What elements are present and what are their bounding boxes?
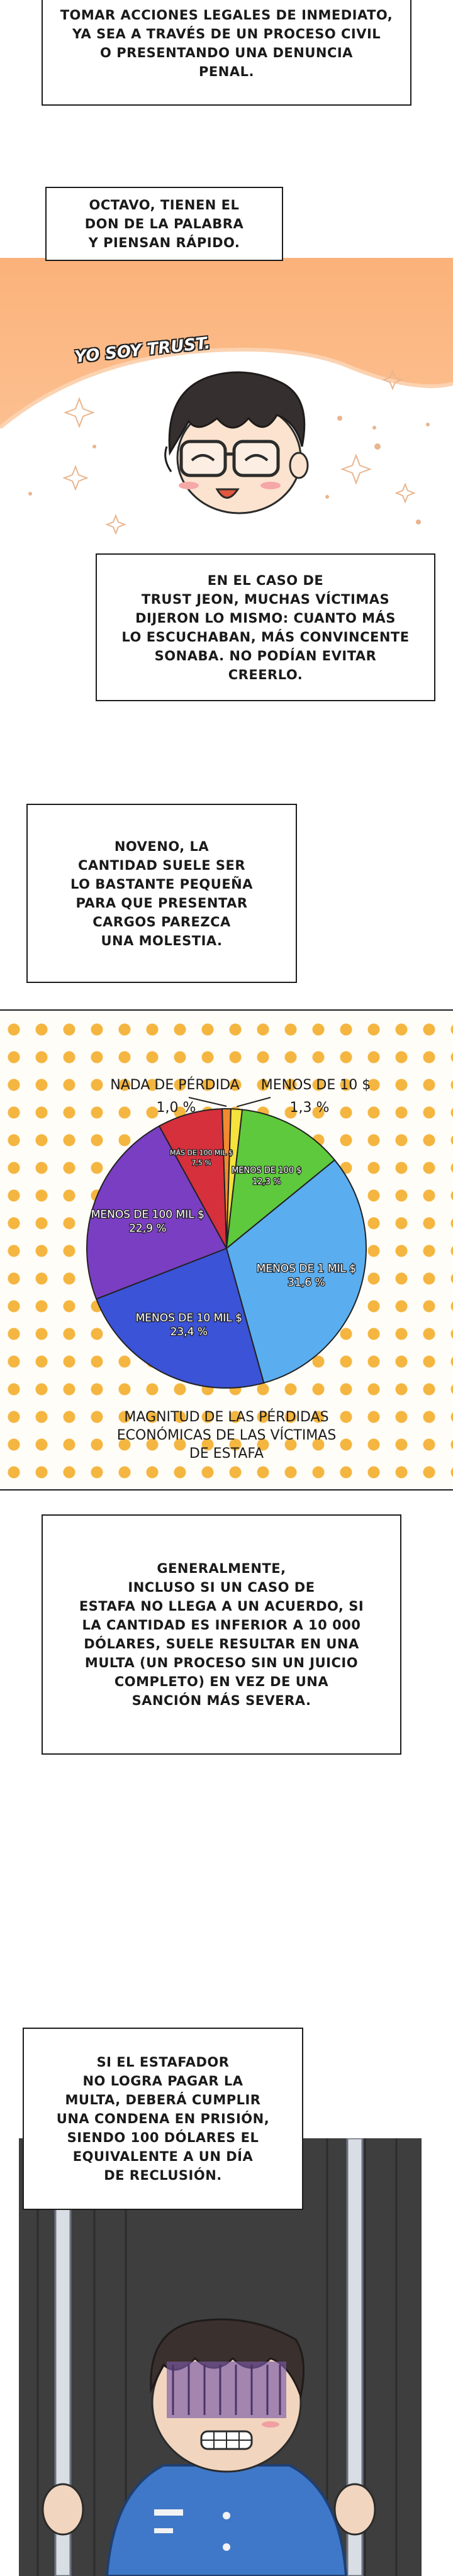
leader-line bbox=[188, 1097, 227, 1107]
caption-estafador: SI EL ESTAFADOR NO LOGRA PAGAR LA MULTA,… bbox=[23, 2028, 303, 2210]
caption-noveno-text: NOVENO, LA CANTIDAD SUELE SER LO BASTANT… bbox=[70, 838, 253, 948]
slice-value: 31,6 % bbox=[288, 1276, 325, 1289]
caption-octavo-text: OCTAVO, TIENEN EL DON DE LA PALABRA Y PI… bbox=[84, 197, 244, 250]
caption-trust-jeon: EN EL CASO DE TRUST JEON, MUCHAS VÍCTIMA… bbox=[96, 553, 435, 701]
slice-label: MÁS DE 100 MIL $ bbox=[170, 1148, 233, 1157]
pie-slice bbox=[225, 1159, 367, 1384]
chibi-character-icon bbox=[164, 371, 309, 514]
value-menos-de-10: 1,3 % bbox=[289, 1100, 330, 1116]
caption-octavo: OCTAVO, TIENEN EL DON DE LA PALABRA Y PI… bbox=[45, 187, 283, 261]
caption-estafador-text: SI EL ESTAFADOR NO LOGRA PAGAR LA MULTA,… bbox=[56, 2055, 270, 2183]
slice-label: MENOS DE 100 $ bbox=[232, 1166, 301, 1175]
chart-title: MAGNITUD DE LAS PÉRDIDAS ECONÓMICAS DE L… bbox=[116, 1409, 337, 1462]
caption-generalmente-text: GENERALMENTE, INCLUSO SI UN CASO DE ESTA… bbox=[79, 1561, 364, 1708]
slice-label: MENOS DE 100 MIL $ bbox=[91, 1208, 204, 1221]
slice-value: 23,4 % bbox=[171, 1326, 208, 1338]
pie-slice bbox=[225, 1109, 336, 1250]
caption-noveno: NOVENO, LA CANTIDAD SUELE SER LO BASTANT… bbox=[26, 804, 297, 983]
pie-slice bbox=[86, 1125, 228, 1300]
prison-illustration bbox=[19, 2138, 422, 2576]
slice-label: MENOS DE 10 MIL $ bbox=[136, 1312, 242, 1324]
label-menos-de-10: MENOS DE 10 $ bbox=[260, 1077, 371, 1093]
trust-banner: YO SOY TRUST. bbox=[0, 258, 453, 553]
slice-value: 22,9 % bbox=[129, 1222, 166, 1235]
leader-line bbox=[237, 1097, 271, 1108]
caption-top: TOMAR ACCIONES LEGALES DE INMEDIATO, YA … bbox=[42, 0, 411, 106]
prison-panel bbox=[0, 2138, 453, 2576]
pie-chart: MENOS DE 100 $ 12,3 % MENOS DE 1 MIL $31,6… bbox=[86, 1097, 367, 1389]
caption-top-text: TOMAR ACCIONES LEGALES DE INMEDIATO, YA … bbox=[60, 8, 393, 79]
slice-label: MENOS DE 1 MIL $ bbox=[257, 1262, 357, 1275]
label-nada-de-perdida: NADA DE PÉRDIDA bbox=[110, 1077, 240, 1093]
pie-chart-panel: MENOS DE 100 $ 12,3 % MENOS DE 1 MIL $31,6… bbox=[0, 1009, 453, 1491]
value-nada-de-perdida: 1,0 % bbox=[156, 1100, 196, 1116]
slice-value: 12,3 % bbox=[252, 1177, 281, 1187]
caption-trust-jeon-text: EN EL CASO DE TRUST JEON, MUCHAS VÍCTIMA… bbox=[121, 572, 410, 682]
slice-value: 7,5 % bbox=[191, 1158, 211, 1167]
caption-generalmente: GENERALMENTE, INCLUSO SI UN CASO DE ESTA… bbox=[42, 1514, 401, 1755]
pie-slice bbox=[158, 1108, 227, 1249]
banner-background bbox=[0, 258, 453, 553]
